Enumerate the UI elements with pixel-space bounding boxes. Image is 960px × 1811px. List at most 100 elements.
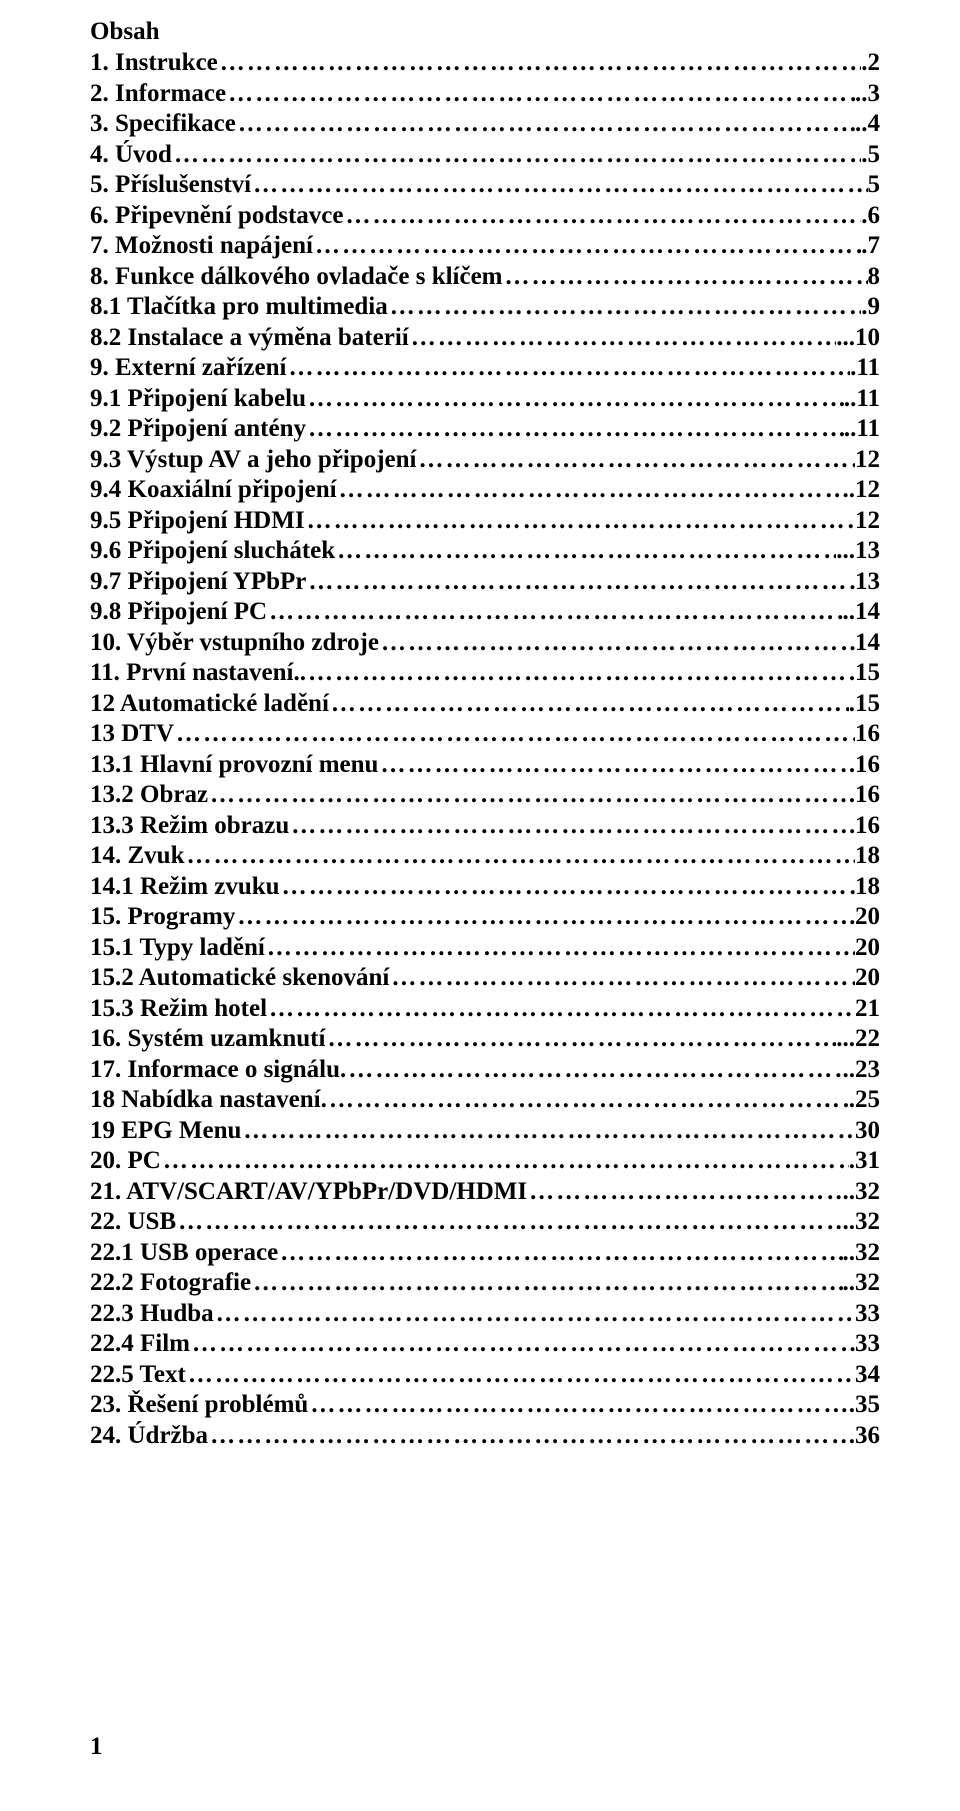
toc-entry-page: .25 bbox=[849, 1085, 880, 1116]
toc-entry: 22.3 Hudba 33 bbox=[90, 1299, 880, 1330]
toc-entry: 22.1 USB operace..32 bbox=[90, 1238, 880, 1269]
toc-entry: 9.1 Připojení kabelu..11 bbox=[90, 384, 880, 415]
toc-entry: 21. ATV/SCART/AV/YPbPr/DVD/HDMI..32 bbox=[90, 1177, 880, 1208]
toc-entry-label: 9.2 Připojení antény bbox=[90, 414, 306, 445]
toc-entry-label: 9.5 Připojení HDMI bbox=[90, 506, 305, 537]
toc-entry-page: 21 bbox=[855, 994, 880, 1025]
toc-entry-label: 22.2 Fotografie bbox=[90, 1268, 251, 1299]
document-page: Obsah 1. Instrukce.22. Informace..33. Sp… bbox=[0, 0, 960, 1811]
toc-entry-label: 22.4 Film bbox=[90, 1329, 190, 1360]
toc-entry: 16. Systém uzamknutí...22 bbox=[90, 1024, 880, 1055]
toc-entry: 13.3 Režim obrazu16 bbox=[90, 811, 880, 842]
toc-entry-label: 22. USB bbox=[90, 1207, 176, 1238]
toc-entry-label: 9.4 Koaxiální připojení bbox=[90, 475, 337, 506]
toc-leader-dots bbox=[337, 475, 843, 506]
toc-entry: 12 Automatické ladění.15 bbox=[90, 689, 880, 720]
toc-entry: 1. Instrukce.2 bbox=[90, 48, 880, 79]
toc-entry: 9.5 Připojení HDMI 12 bbox=[90, 506, 880, 537]
toc-entry-label: 15.2 Automatické skenování bbox=[90, 963, 389, 994]
toc-leader-dots bbox=[313, 231, 861, 262]
toc-entry: 9.8 Připojení PC..14 bbox=[90, 597, 880, 628]
toc-leader-dots bbox=[267, 597, 842, 628]
toc-entry-page: ..12 bbox=[843, 475, 881, 506]
toc-entry: 18 Nabídka nastavení. .25 bbox=[90, 1085, 880, 1116]
toc-entry: 7. Možnosti napájení.7 bbox=[90, 231, 880, 262]
toc-leader-dots bbox=[325, 1024, 836, 1055]
toc-leader-dots bbox=[343, 201, 861, 232]
toc-entry-label: 13.1 Hlavní provozní menu bbox=[90, 750, 378, 781]
toc-entry-page: 33 bbox=[855, 1329, 880, 1360]
toc-leader-dots bbox=[378, 750, 855, 781]
toc-entry: 15.3 Režim hotel21 bbox=[90, 994, 880, 1025]
toc-entry: 20. PC.31 bbox=[90, 1146, 880, 1177]
toc-entry-page: 16 bbox=[855, 719, 880, 750]
toc-entry: 4. Úvod.5 bbox=[90, 140, 880, 171]
toc-entry-label: 15.1 Typy ladění bbox=[90, 933, 265, 964]
toc-entry-page: .6 bbox=[861, 201, 880, 232]
toc-entry-page: 20 bbox=[855, 963, 880, 994]
toc-entry-page: 20 bbox=[855, 902, 880, 933]
toc-entry: 13 DTV16 bbox=[90, 719, 880, 750]
toc-entry-label: 9.7 Připojení YPbPr bbox=[90, 567, 306, 598]
toc-entry-label: 2. Informace bbox=[90, 79, 226, 110]
toc-entry-label: 10. Výběr vstupního zdroje bbox=[90, 628, 379, 659]
toc-entry-label: 21. ATV/SCART/AV/YPbPr/DVD/HDMI bbox=[90, 1177, 527, 1208]
toc-entry-page: .2 bbox=[861, 48, 880, 79]
toc-leader-dots bbox=[416, 445, 855, 476]
toc-entry-page: 14 bbox=[855, 628, 880, 659]
toc-leader-dots bbox=[190, 1329, 855, 1360]
toc-entry-page: .7 bbox=[861, 231, 880, 262]
toc-entry: 11. První nastavení.. 15 bbox=[90, 658, 880, 689]
toc-leader-dots bbox=[306, 567, 855, 598]
toc-entry-page: 16 bbox=[855, 780, 880, 811]
toc-leader-dots bbox=[226, 79, 855, 110]
toc-entry-page: ..32 bbox=[843, 1268, 881, 1299]
toc-entry-label: 8.2 Instalace a výměna baterií bbox=[90, 323, 409, 354]
toc-leader-dots bbox=[280, 872, 855, 903]
toc-entry-page: 18 bbox=[855, 841, 880, 872]
toc-entry-label: 14. Zvuk bbox=[90, 841, 184, 872]
toc-entry-page: 12 bbox=[855, 445, 880, 476]
toc-entry: 14. Zvuk 18 bbox=[90, 841, 880, 872]
toc-entry-page: 33 bbox=[855, 1299, 880, 1330]
toc-entry-label: 4. Úvod bbox=[90, 140, 172, 171]
toc-entry-page: .35 bbox=[849, 1390, 880, 1421]
toc-leader-dots bbox=[346, 1055, 842, 1086]
toc-entry-label: 18 Nabídka nastavení. bbox=[90, 1085, 327, 1116]
toc-entry-page: ...22 bbox=[836, 1024, 880, 1055]
toc-entry-page: 34 bbox=[855, 1360, 880, 1391]
toc-entry-label: 9.8 Připojení PC bbox=[90, 597, 267, 628]
toc-entry: 15. Programy 20 bbox=[90, 902, 880, 933]
toc-leader-dots bbox=[235, 902, 855, 933]
toc-entry-label: 22.3 Hudba bbox=[90, 1299, 214, 1330]
toc-entry-page: 20 bbox=[855, 933, 880, 964]
toc-entry: 19 EPG Menu30 bbox=[90, 1116, 880, 1147]
toc-entry: 23. Řešení problémů.35 bbox=[90, 1390, 880, 1421]
toc-leader-dots bbox=[186, 1360, 855, 1391]
toc-entry-page: 15 bbox=[855, 658, 880, 689]
toc-entry-page: 12 bbox=[855, 506, 880, 537]
toc-entry-page: 13 bbox=[855, 567, 880, 598]
toc-entry: 9.7 Připojení YPbPr 13 bbox=[90, 567, 880, 598]
toc-entry-label: 11. První nastavení.. bbox=[90, 658, 306, 689]
toc-entry-label: 15. Programy bbox=[90, 902, 235, 933]
toc-leader-dots bbox=[208, 1421, 849, 1452]
toc-leader-dots bbox=[308, 1390, 848, 1421]
page-number: 1 bbox=[90, 1733, 103, 1761]
toc-entry-page: 16 bbox=[855, 811, 880, 842]
toc-leader-dots bbox=[251, 170, 867, 201]
toc-entry-page: ...13 bbox=[836, 536, 880, 567]
toc-entry-label: 9. Externí zařízení bbox=[90, 353, 286, 384]
toc-leader-dots bbox=[236, 109, 855, 140]
toc-entry: 14.1 Režim zvuku18 bbox=[90, 872, 880, 903]
toc-title: Obsah bbox=[90, 18, 880, 46]
toc-entry-page: .31 bbox=[849, 1146, 880, 1177]
toc-entry-label: 9.6 Připojení sluchátek bbox=[90, 536, 335, 567]
toc-entry-label: 19 EPG Menu bbox=[90, 1116, 241, 1147]
toc-leader-dots bbox=[161, 1146, 849, 1177]
toc-entry: 6. Připevnění podstavce.6 bbox=[90, 201, 880, 232]
toc-entry: 8. Funkce dálkového ovladače s klíčem8 bbox=[90, 262, 880, 293]
toc-list: 1. Instrukce.22. Informace..33. Specifik… bbox=[90, 48, 880, 1451]
toc-entry: 13.2 Obraz16 bbox=[90, 780, 880, 811]
toc-entry-page: ..4 bbox=[855, 109, 880, 140]
